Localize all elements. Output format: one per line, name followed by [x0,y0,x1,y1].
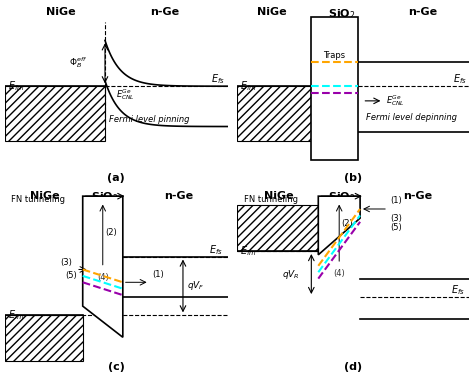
Text: (2): (2) [341,219,353,228]
Text: NiGe: NiGe [46,7,75,18]
Bar [5,315,82,361]
Text: $E_{CNL}^{Ge}$: $E_{CNL}^{Ge}$ [386,94,404,108]
Bar [237,205,319,251]
Text: $E_{fm}$: $E_{fm}$ [8,309,25,322]
Text: $E_{fs}$: $E_{fs}$ [209,243,223,257]
Text: SiO$_2$: SiO$_2$ [328,191,356,205]
Text: $E_{fs}$: $E_{fs}$ [211,73,225,86]
Text: (3): (3) [390,214,402,223]
Text: $E_{fs}$: $E_{fs}$ [453,73,467,86]
Text: SiO$_2$: SiO$_2$ [91,191,119,205]
Text: (a): (a) [107,173,125,183]
Text: (3): (3) [60,258,73,267]
Text: FN tunneling: FN tunneling [11,195,65,204]
Text: Fermi level pinning: Fermi level pinning [109,115,190,124]
Bar [311,16,358,159]
Text: (b): (b) [344,173,362,183]
Text: FN tunneling: FN tunneling [244,195,298,204]
Text: n-Ge: n-Ge [164,191,193,201]
Text: $qV_R$: $qV_R$ [282,267,299,280]
Text: $E_{CNL}^{Ge}$: $E_{CNL}^{Ge}$ [116,87,135,102]
Text: (5): (5) [65,272,77,280]
Text: (d): (d) [344,362,362,372]
Polygon shape [319,196,360,255]
Text: n-Ge: n-Ge [403,191,433,201]
Text: $qV_F$: $qV_F$ [187,279,205,292]
Text: NiGe: NiGe [30,191,60,201]
Text: (1): (1) [390,196,402,205]
Text: (c): (c) [108,362,125,372]
Text: Fermi level depinning: Fermi level depinning [366,113,456,122]
Text: $E_{fs}$: $E_{fs}$ [451,283,465,297]
Text: (4): (4) [333,269,345,279]
Polygon shape [82,196,123,337]
Text: (2): (2) [105,228,117,237]
Text: Traps: Traps [323,50,346,59]
Text: NiGe: NiGe [257,7,287,18]
Text: $E_{fm}$: $E_{fm}$ [240,244,257,258]
Bar [237,86,311,141]
Text: SiO$_2$: SiO$_2$ [328,7,356,21]
Text: (1): (1) [152,270,164,279]
Text: $\Phi_B^{eff}$: $\Phi_B^{eff}$ [69,55,87,70]
Text: $E_{fm}$: $E_{fm}$ [240,79,257,93]
Text: n-Ge: n-Ge [408,7,438,18]
Text: NiGe: NiGe [264,191,293,201]
Text: n-Ge: n-Ge [151,7,180,18]
Text: $E_{fm}$: $E_{fm}$ [8,79,25,93]
Bar [5,86,105,141]
Text: (4): (4) [97,273,109,282]
Text: (5): (5) [390,223,402,232]
